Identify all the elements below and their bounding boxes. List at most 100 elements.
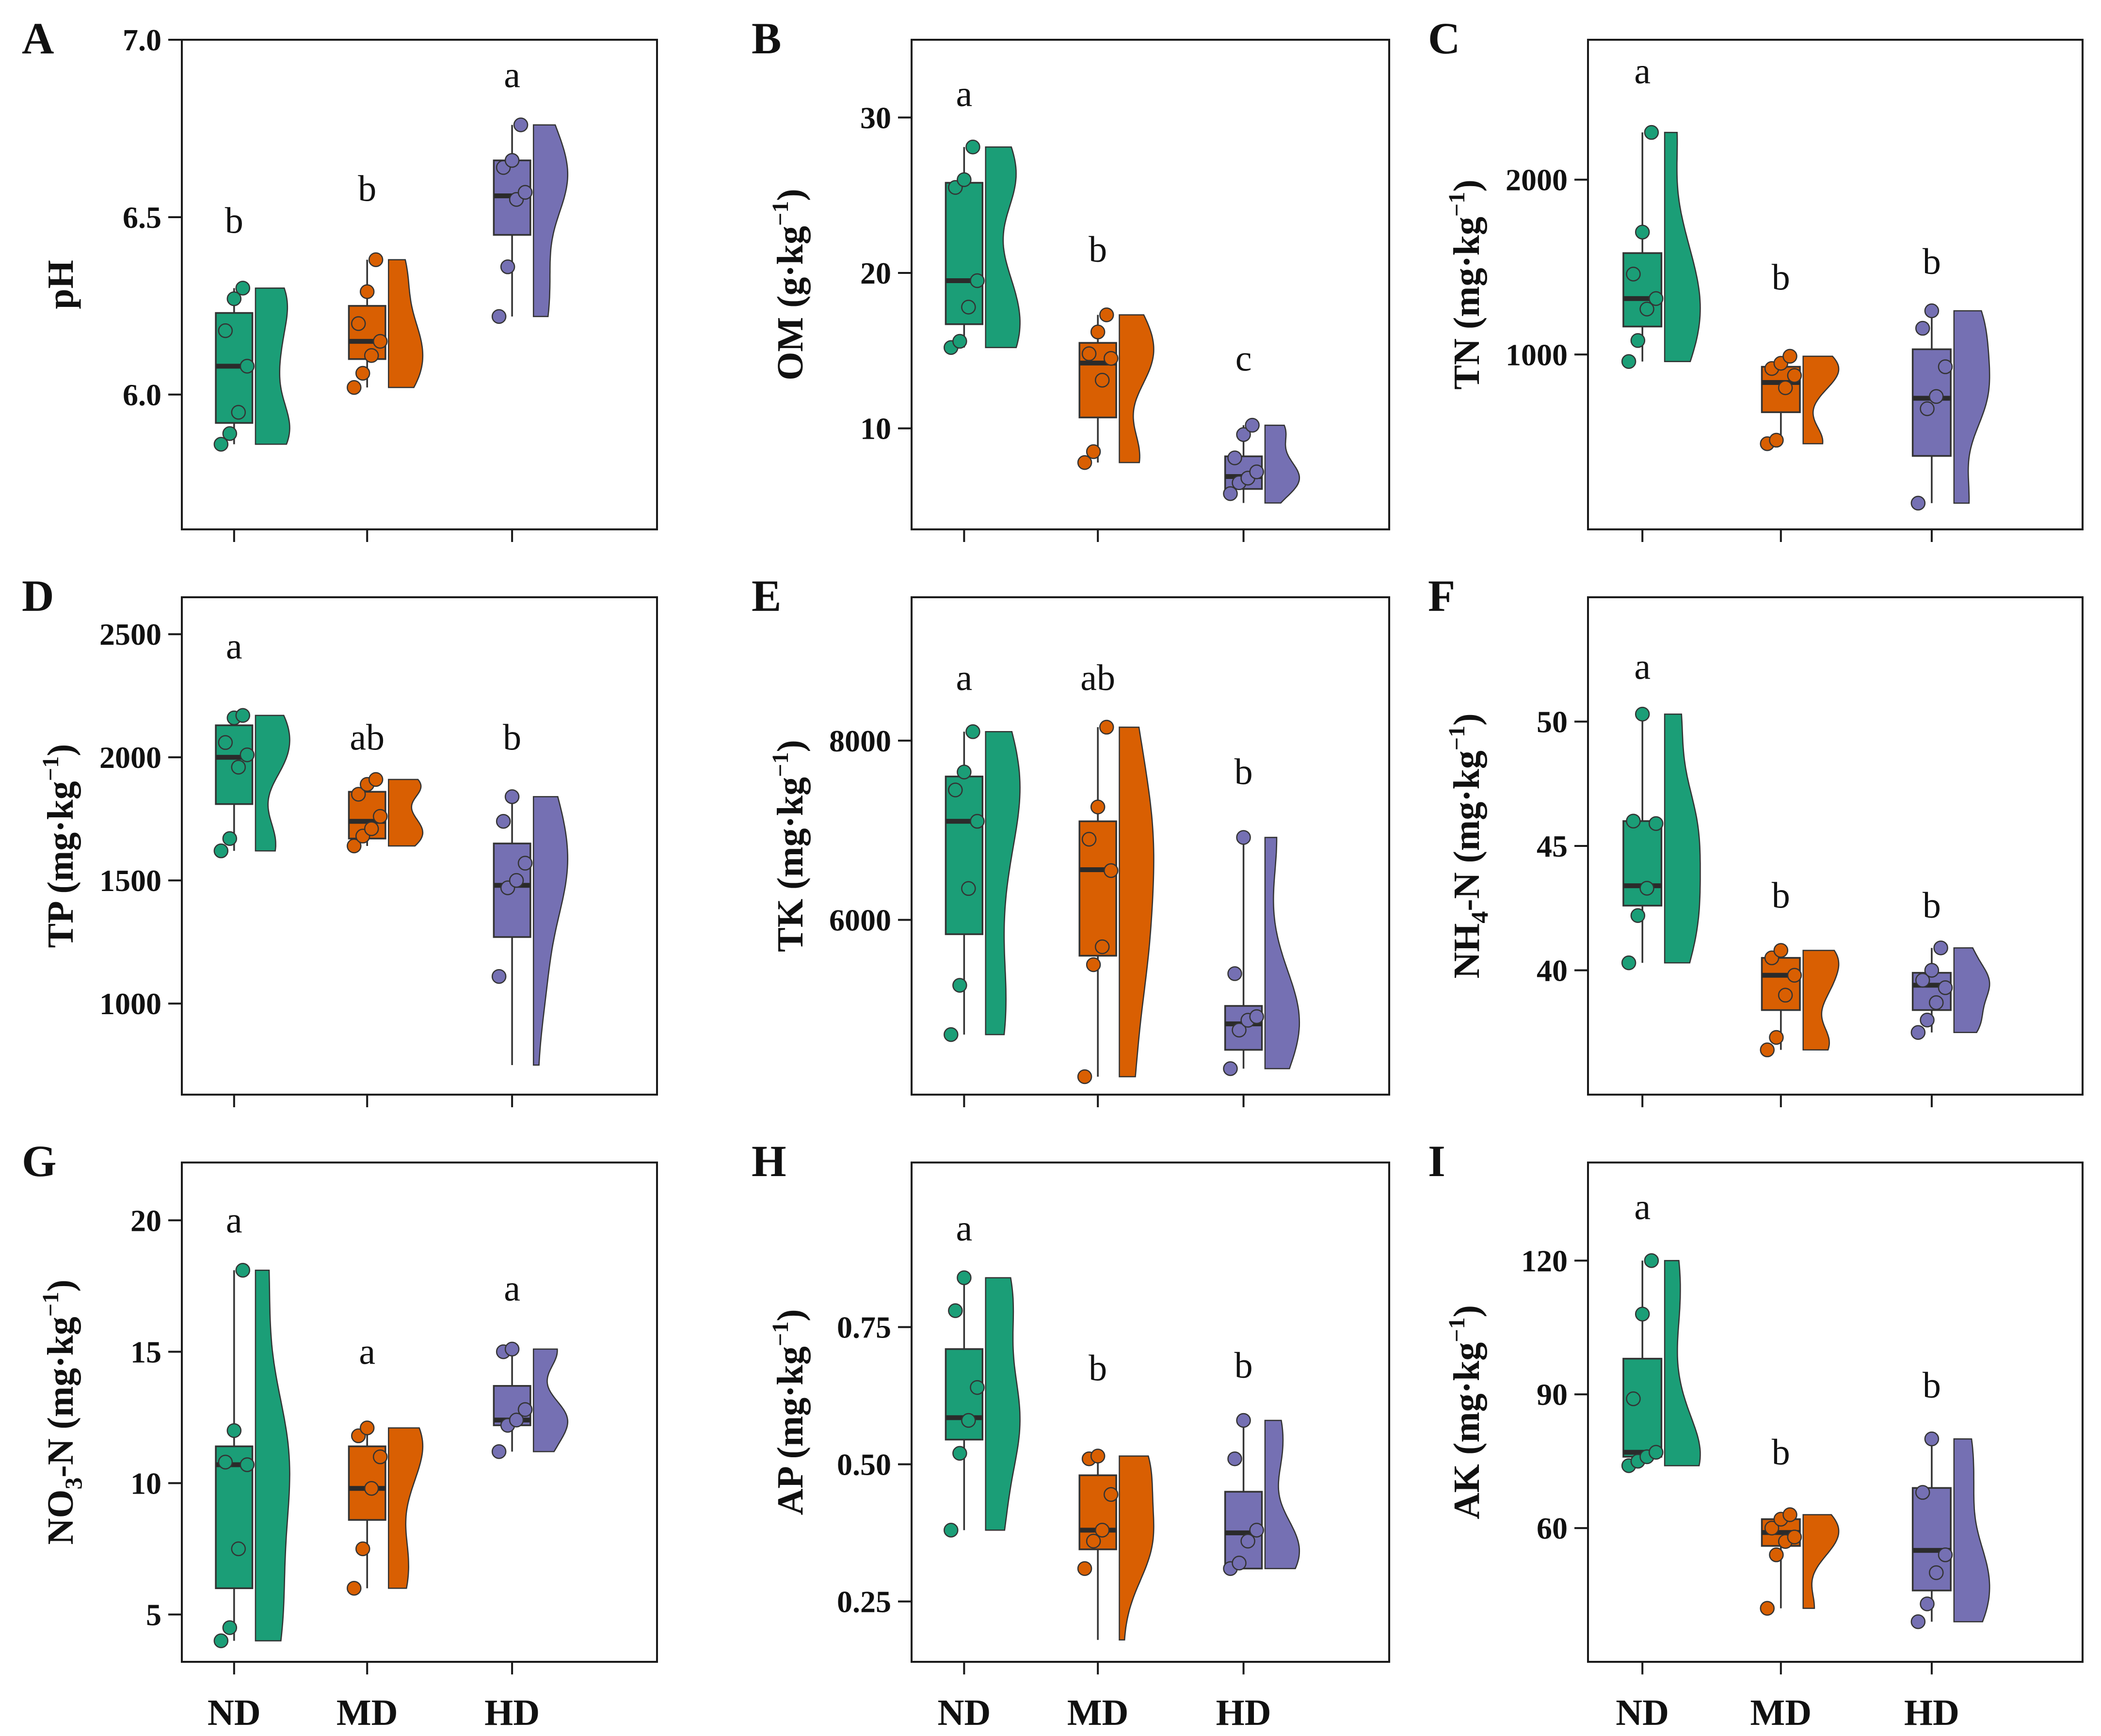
data-point [1787,968,1802,983]
panel-B: B 10 20 30 OM (g·kg−1) a b c [752,14,1390,542]
y-axis-label: NO3-N (mg·kg−1) [38,1279,87,1545]
series-MD: a MD [337,1331,424,1733]
data-point [213,843,229,859]
data-point [1639,880,1654,896]
data-point [1094,1523,1110,1538]
y-tick-label: 15 [130,1335,161,1369]
y-tick-label: 0.50 [837,1448,891,1482]
data-point [1782,1507,1797,1522]
data-point [1236,830,1251,845]
plot-frame [911,39,1390,530]
x-tick-label: MD [1067,1692,1129,1733]
y-tick-label: 5 [146,1597,161,1632]
significance-letter: a [504,55,520,96]
data-point [948,1303,963,1318]
data-point [222,426,238,441]
series-HD: b HD [1216,1345,1300,1733]
panel-label: F [1428,571,1455,621]
significance-letter: b [1772,257,1790,298]
series-HD: c [1223,338,1300,542]
y-tick-label: 10 [860,412,891,446]
plot-frame [911,1162,1390,1663]
data-point [1227,1451,1242,1466]
y-tick-label: 0.25 [837,1584,891,1619]
significance-letter: a [359,1331,375,1372]
data-point [1635,706,1650,722]
data-point [1787,1529,1802,1545]
violin-half [1119,726,1155,1078]
y-tick-label: 50 [1537,705,1568,739]
data-point [231,760,246,775]
data-point [504,153,520,168]
x-tick-label: ND [1616,1692,1669,1733]
data-point [368,252,384,268]
data-point [1938,1547,1953,1562]
x-tick-label: ND [208,1692,261,1733]
data-point [1639,302,1654,317]
data-point [240,747,255,763]
data-point [1938,980,1953,995]
data-point [1621,955,1636,971]
violin-half [255,1270,290,1641]
significance-letter: b [1089,229,1107,270]
data-point [1910,1614,1926,1629]
data-point [213,437,229,452]
data-point [1915,1485,1930,1500]
violin-half [1953,947,1990,1034]
data-point [218,735,233,750]
data-point [970,273,985,288]
y-tick-label: 1000 [99,987,161,1021]
panel-I: I 60 90 120 AK (mg·kg−1) a ND b MD b HD [1428,1136,2084,1733]
data-point [1626,1391,1641,1406]
y-tick-label: 6.0 [123,378,161,412]
violin-half [1119,1455,1155,1640]
data-point [226,291,242,306]
y-axis-label: TK (mg·kg−1) [768,740,811,952]
data-point [372,334,388,349]
y-axis-label: NH4-N (mg·kg−1) [1444,713,1493,978]
significance-letter: ab [350,717,385,758]
data-point [222,831,238,846]
y-axis-label: TP (mg·kg−1) [38,744,81,948]
plot-frame [181,1162,658,1663]
data-point [213,1633,229,1648]
data-point [491,969,507,984]
data-point [957,1270,972,1285]
series-ND: a [1621,51,1701,542]
data-point [1094,372,1110,388]
violin-half [388,779,424,847]
significance-letter: b [1772,1432,1790,1473]
data-point [496,813,511,829]
panel-C: C 1000 2000 TN (mg·kg−1) a b b [1428,14,2084,542]
significance-letter: a [1634,647,1651,687]
violin-half [1802,1514,1840,1609]
data-point [351,787,366,802]
data-point [970,1380,985,1395]
data-point [1915,972,1930,988]
data-point [1920,1012,1935,1028]
data-point [1769,1547,1784,1562]
series-HD: b [1223,751,1300,1107]
data-point [1245,417,1260,433]
y-axis-label: pH [40,260,81,309]
violin-half [1119,314,1155,463]
data-point [961,300,976,315]
data-point [1760,1042,1775,1057]
panel-D: D 1000 1500 2000 2500 TP (mg·kg−1) a ab b [22,571,658,1107]
significance-letter: b [503,717,521,758]
data-point [372,809,388,824]
violin-half [985,731,1021,1035]
violin-half [532,124,569,318]
y-tick-label: 10 [130,1466,161,1500]
panel-label: G [22,1136,57,1186]
panel-label: I [1428,1136,1445,1186]
plot-frame [181,39,658,530]
data-point [1094,939,1110,955]
data-point [364,821,379,836]
data-point [1090,324,1106,340]
violin-half [985,146,1021,349]
data-point [231,1541,246,1557]
series-ND: a [213,626,290,1107]
data-point [355,1541,370,1557]
significance-letter: b [1923,885,1941,926]
